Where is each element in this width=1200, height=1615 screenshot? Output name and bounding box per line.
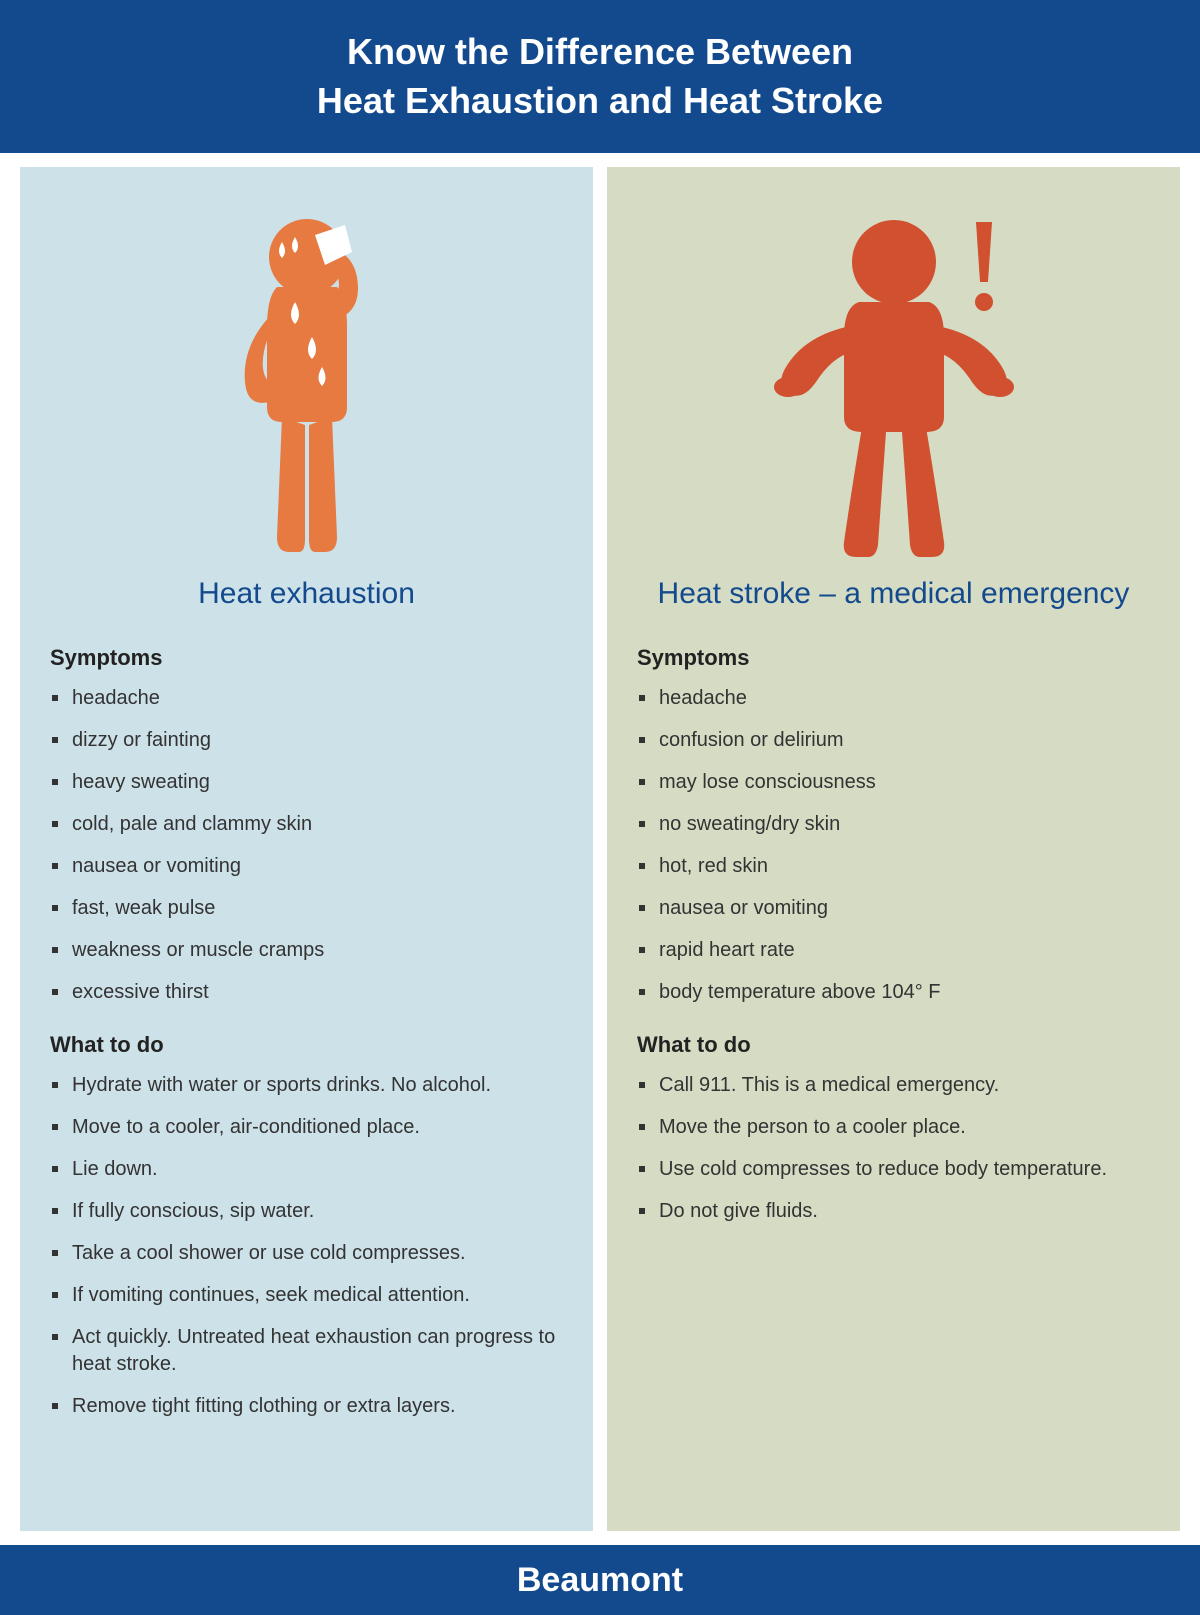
list-item: cold, pale and clammy skin — [50, 811, 563, 838]
list-item: Use cold compresses to reduce body tempe… — [637, 1156, 1150, 1183]
header-banner: Know the Difference Between Heat Exhaust… — [0, 0, 1200, 153]
stroke-whattodo-heading: What to do — [637, 1032, 1150, 1058]
exhaustion-figure-wrap — [50, 197, 563, 577]
list-item: headache — [637, 685, 1150, 712]
list-item: Lie down. — [50, 1156, 563, 1183]
list-item: If fully conscious, sip water. — [50, 1198, 563, 1225]
stroke-whattodo-list: Call 911. This is a medical emergency. Mo… — [637, 1072, 1150, 1225]
column-heat-stroke: Heat stroke – a medical emergency Sympto… — [607, 167, 1180, 1531]
stroke-symptoms-list: headache confusion or delirium may lose co… — [637, 685, 1150, 1006]
list-item: hot, red skin — [637, 853, 1150, 880]
list-item: Move to a cooler, air-conditioned place. — [50, 1114, 563, 1141]
list-item: heavy sweating — [50, 769, 563, 796]
list-item: dizzy or fainting — [50, 727, 563, 754]
exhaustion-title: Heat exhaustion — [50, 577, 563, 611]
exhaustion-whattodo-list: Hydrate with water or sports drinks. No … — [50, 1072, 563, 1420]
list-item: weakness or muscle cramps — [50, 937, 563, 964]
stroke-figure-wrap — [637, 197, 1150, 577]
list-item: body temperature above 104° F — [637, 979, 1150, 1006]
stroke-person-icon — [744, 207, 1044, 567]
list-item: Hydrate with water or sports drinks. No … — [50, 1072, 563, 1099]
column-heat-exhaustion: Heat exhaustion Symptoms headache dizzy o… — [20, 167, 593, 1531]
list-item: Remove tight fitting clothing or extra l… — [50, 1393, 563, 1420]
exhaustion-symptoms-list: headache dizzy or fainting heavy sweating c… — [50, 685, 563, 1006]
exhaustion-person-icon — [187, 207, 427, 567]
stroke-symptoms-heading: Symptoms — [637, 645, 1150, 671]
list-item: Call 911. This is a medical emergency. — [637, 1072, 1150, 1099]
list-item: Take a cool shower or use cold compresse… — [50, 1240, 563, 1267]
list-item: excessive thirst — [50, 979, 563, 1006]
stroke-title: Heat stroke – a medical emergency — [637, 577, 1150, 611]
exhaustion-symptoms-heading: Symptoms — [50, 645, 563, 671]
list-item: no sweating/dry skin — [637, 811, 1150, 838]
list-item: nausea or vomiting — [637, 895, 1150, 922]
list-item: fast, weak pulse — [50, 895, 563, 922]
list-item: nausea or vomiting — [50, 853, 563, 880]
list-item: Move the person to a cooler place. — [637, 1114, 1150, 1141]
list-item: If vomiting continues, seek medical atte… — [50, 1282, 563, 1309]
header-line1: Know the Difference Between — [20, 28, 1180, 77]
list-item: confusion or delirium — [637, 727, 1150, 754]
content-row: Heat exhaustion Symptoms headache dizzy o… — [0, 153, 1200, 1545]
exhaustion-whattodo-heading: What to do — [50, 1032, 563, 1058]
header-line2: Heat Exhaustion and Heat Stroke — [20, 77, 1180, 126]
list-item: Do not give fluids. — [637, 1198, 1150, 1225]
list-item: rapid heart rate — [637, 937, 1150, 964]
footer-brand: Beaumont — [0, 1545, 1200, 1615]
list-item: may lose consciousness — [637, 769, 1150, 796]
list-item: headache — [50, 685, 563, 712]
list-item: Act quickly. Untreated heat exhaustion c… — [50, 1324, 563, 1378]
